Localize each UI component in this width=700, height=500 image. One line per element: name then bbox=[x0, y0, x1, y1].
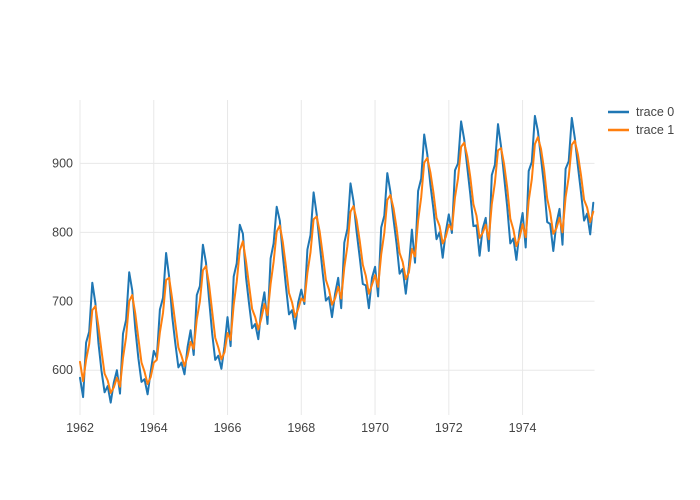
legend: trace 0 trace 1 bbox=[607, 103, 674, 139]
x-tick-label-1970: 1970 bbox=[361, 421, 389, 435]
legend-label-trace-0: trace 0 bbox=[636, 105, 675, 119]
legend-label-trace-1: trace 1 bbox=[636, 123, 675, 137]
legend-line-swatch-trace-1 bbox=[608, 128, 629, 132]
trace-0-line[interactable] bbox=[79, 114, 595, 404]
x-tick-label-1968: 1968 bbox=[287, 421, 315, 435]
axis-tick-labels: 600 700 800 900 1962 1964 1966 1968 1970 1972 1974 bbox=[52, 156, 536, 435]
x-tick-label-1974: 1974 bbox=[509, 421, 537, 435]
x-tick-label-1972: 1972 bbox=[435, 421, 463, 435]
legend-item-trace-0[interactable]: trace 0 bbox=[607, 103, 674, 121]
y-tick-label-700: 700 bbox=[52, 294, 73, 308]
y-tick-label-800: 800 bbox=[52, 225, 73, 239]
y-tick-label-600: 600 bbox=[52, 363, 73, 377]
legend-item-trace-1[interactable]: trace 1 bbox=[607, 121, 674, 139]
legend-line-swatch-trace-0 bbox=[608, 110, 629, 114]
x-tick-label-1964: 1964 bbox=[140, 421, 168, 435]
trace-lines bbox=[79, 114, 595, 404]
y-tick-label-900: 900 bbox=[52, 156, 73, 170]
x-tick-label-1966: 1966 bbox=[214, 421, 242, 435]
trace-1-line[interactable] bbox=[79, 136, 595, 394]
x-tick-label-1962: 1962 bbox=[66, 421, 94, 435]
